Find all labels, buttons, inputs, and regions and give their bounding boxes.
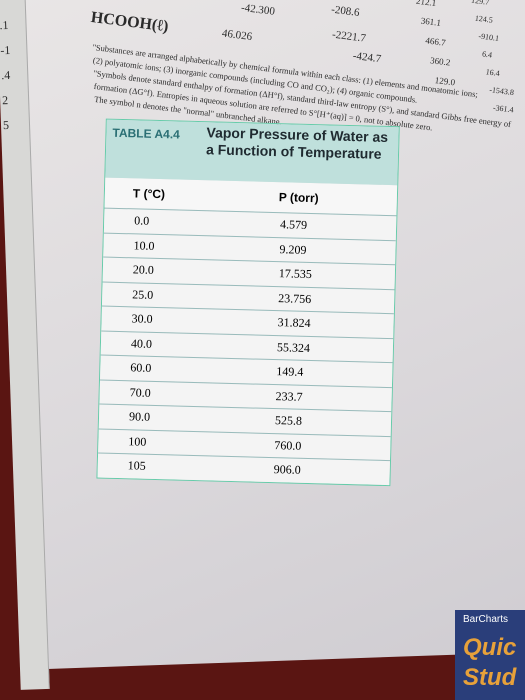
- header-value: -2221.7: [331, 28, 367, 45]
- study-guide: BarCharts Quic Stud: [455, 610, 525, 700]
- table-cell: 23.756: [278, 290, 312, 306]
- brand: BarCharts: [463, 614, 509, 625]
- right-value: -1543.8: [488, 85, 515, 98]
- table-cell: 90.0: [128, 409, 151, 425]
- book-title: Stud: [463, 664, 517, 691]
- table-cell: 70.0: [129, 385, 151, 400]
- header-value: -424.7: [352, 49, 382, 66]
- table-cell: 10.0: [133, 238, 155, 253]
- right-value: 361.1: [420, 15, 442, 28]
- header-value: -42.300: [240, 1, 276, 18]
- table-label: TABLE A4.4: [112, 125, 180, 142]
- table-cell: 25.0: [132, 287, 154, 302]
- right-value: 360.2: [429, 55, 451, 68]
- table-cell: 60.0: [130, 360, 152, 376]
- margin-text: 2: [1, 92, 9, 108]
- table-cell: 30.0: [131, 311, 153, 327]
- table-header-band: TABLE A4.4 Vapor Pressure of Water as a F…: [105, 119, 399, 186]
- right-value: 6.4: [481, 49, 493, 60]
- table-cell: 4.579: [279, 217, 308, 233]
- table: TABLE A4.4 Vapor Pressure of Water as a F…: [96, 118, 400, 486]
- table-cell: 760.0: [274, 437, 302, 453]
- margin-text: .4: [1, 67, 11, 83]
- table-cell: 31.824: [277, 315, 311, 331]
- column-header: P (torr): [278, 190, 319, 206]
- table-cell: 233.7: [275, 388, 303, 404]
- margin-text: -1: [0, 42, 11, 58]
- right-value: 16.4: [485, 67, 501, 78]
- table-cell: 40.0: [130, 336, 153, 351]
- table-cell: 105: [127, 458, 146, 473]
- table-cell: 906.0: [273, 462, 301, 478]
- header-value: -208.6: [330, 3, 361, 19]
- table-cell: 149.4: [276, 364, 304, 380]
- right-value: -910.1: [477, 31, 500, 43]
- table-cell: 0.0: [134, 213, 150, 229]
- column-header: T (°C): [132, 186, 166, 202]
- table-title: Vapor Pressure of Water as a Function of…: [205, 124, 389, 162]
- table-cell: 17.535: [278, 266, 313, 282]
- margin-text: .1: [0, 17, 9, 33]
- formula: HCOOH(ℓ): [89, 8, 170, 36]
- table-cell: 20.0: [132, 262, 155, 278]
- right-value: -361.4: [492, 103, 515, 115]
- right-value: 124.5: [474, 13, 494, 25]
- book-title: Quic: [463, 634, 517, 661]
- right-value: 466.7: [424, 35, 447, 48]
- right-value: 129.7: [470, 0, 490, 7]
- table-cell: 9.209: [279, 241, 307, 257]
- table-cell: 525.8: [274, 413, 303, 429]
- header-value: 46.026: [221, 27, 253, 44]
- right-value: 212.1: [415, 0, 437, 9]
- table-cell: 100: [128, 434, 147, 449]
- table-cell: 55.324: [276, 339, 311, 355]
- margin-text: 5: [2, 117, 10, 133]
